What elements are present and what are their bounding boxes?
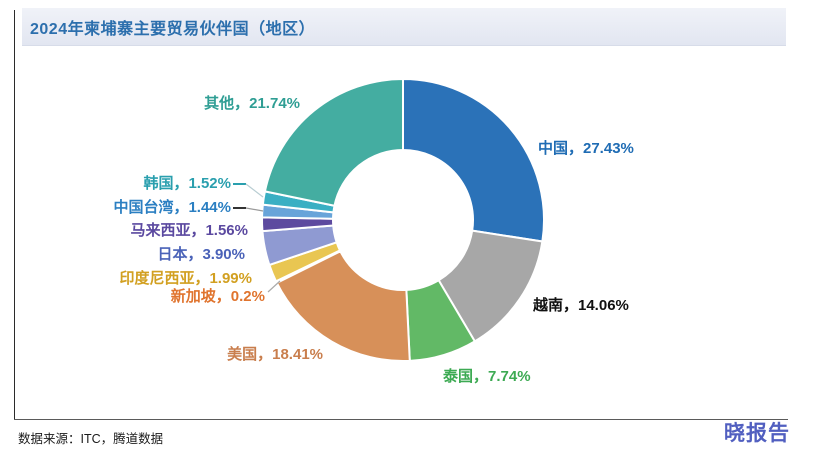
slice-label-japan: 日本，3.90% [157,246,245,263]
brand-logo: 晓报告 [724,422,790,445]
slice-others [263,78,404,207]
slice-usa [275,250,411,362]
slice-label-taiwan-china: 中国台湾，1.44% [113,199,231,216]
slice-label-vietnam: 越南，14.06% [533,297,629,314]
slice-label-korea: 韩国，1.52% [143,175,231,192]
slice-label-singapore: 新加坡，0.2% [170,288,265,305]
slice-china [402,78,545,243]
slice-label-china: 中国，27.43% [538,140,634,157]
slice-label-others: 其他，21.74% [204,95,300,112]
slice-label-usa: 美国，18.41% [227,346,323,363]
slice-label-thailand: 泰国，7.74% [443,368,531,385]
bottom-border-rule [14,419,788,420]
chart-title: 2024年柬埔寨主要贸易伙伴国（地区） [30,20,316,38]
singapore-leader-line-icon [267,280,281,293]
data-source-note: 数据来源：ITC，腾道数据 [18,432,164,446]
left-border-rule [14,10,15,419]
korea-leader-line-icon [245,183,264,198]
slice-label-malaysia: 马来西亚，1.56% [130,222,248,239]
slice-label-indonesia: 印度尼西亚，1.99% [119,270,252,287]
taiwan-china-leader-line-icon [245,207,264,212]
chart-title-bar: 2024年柬埔寨主要贸易伙伴国（地区） [22,8,786,46]
